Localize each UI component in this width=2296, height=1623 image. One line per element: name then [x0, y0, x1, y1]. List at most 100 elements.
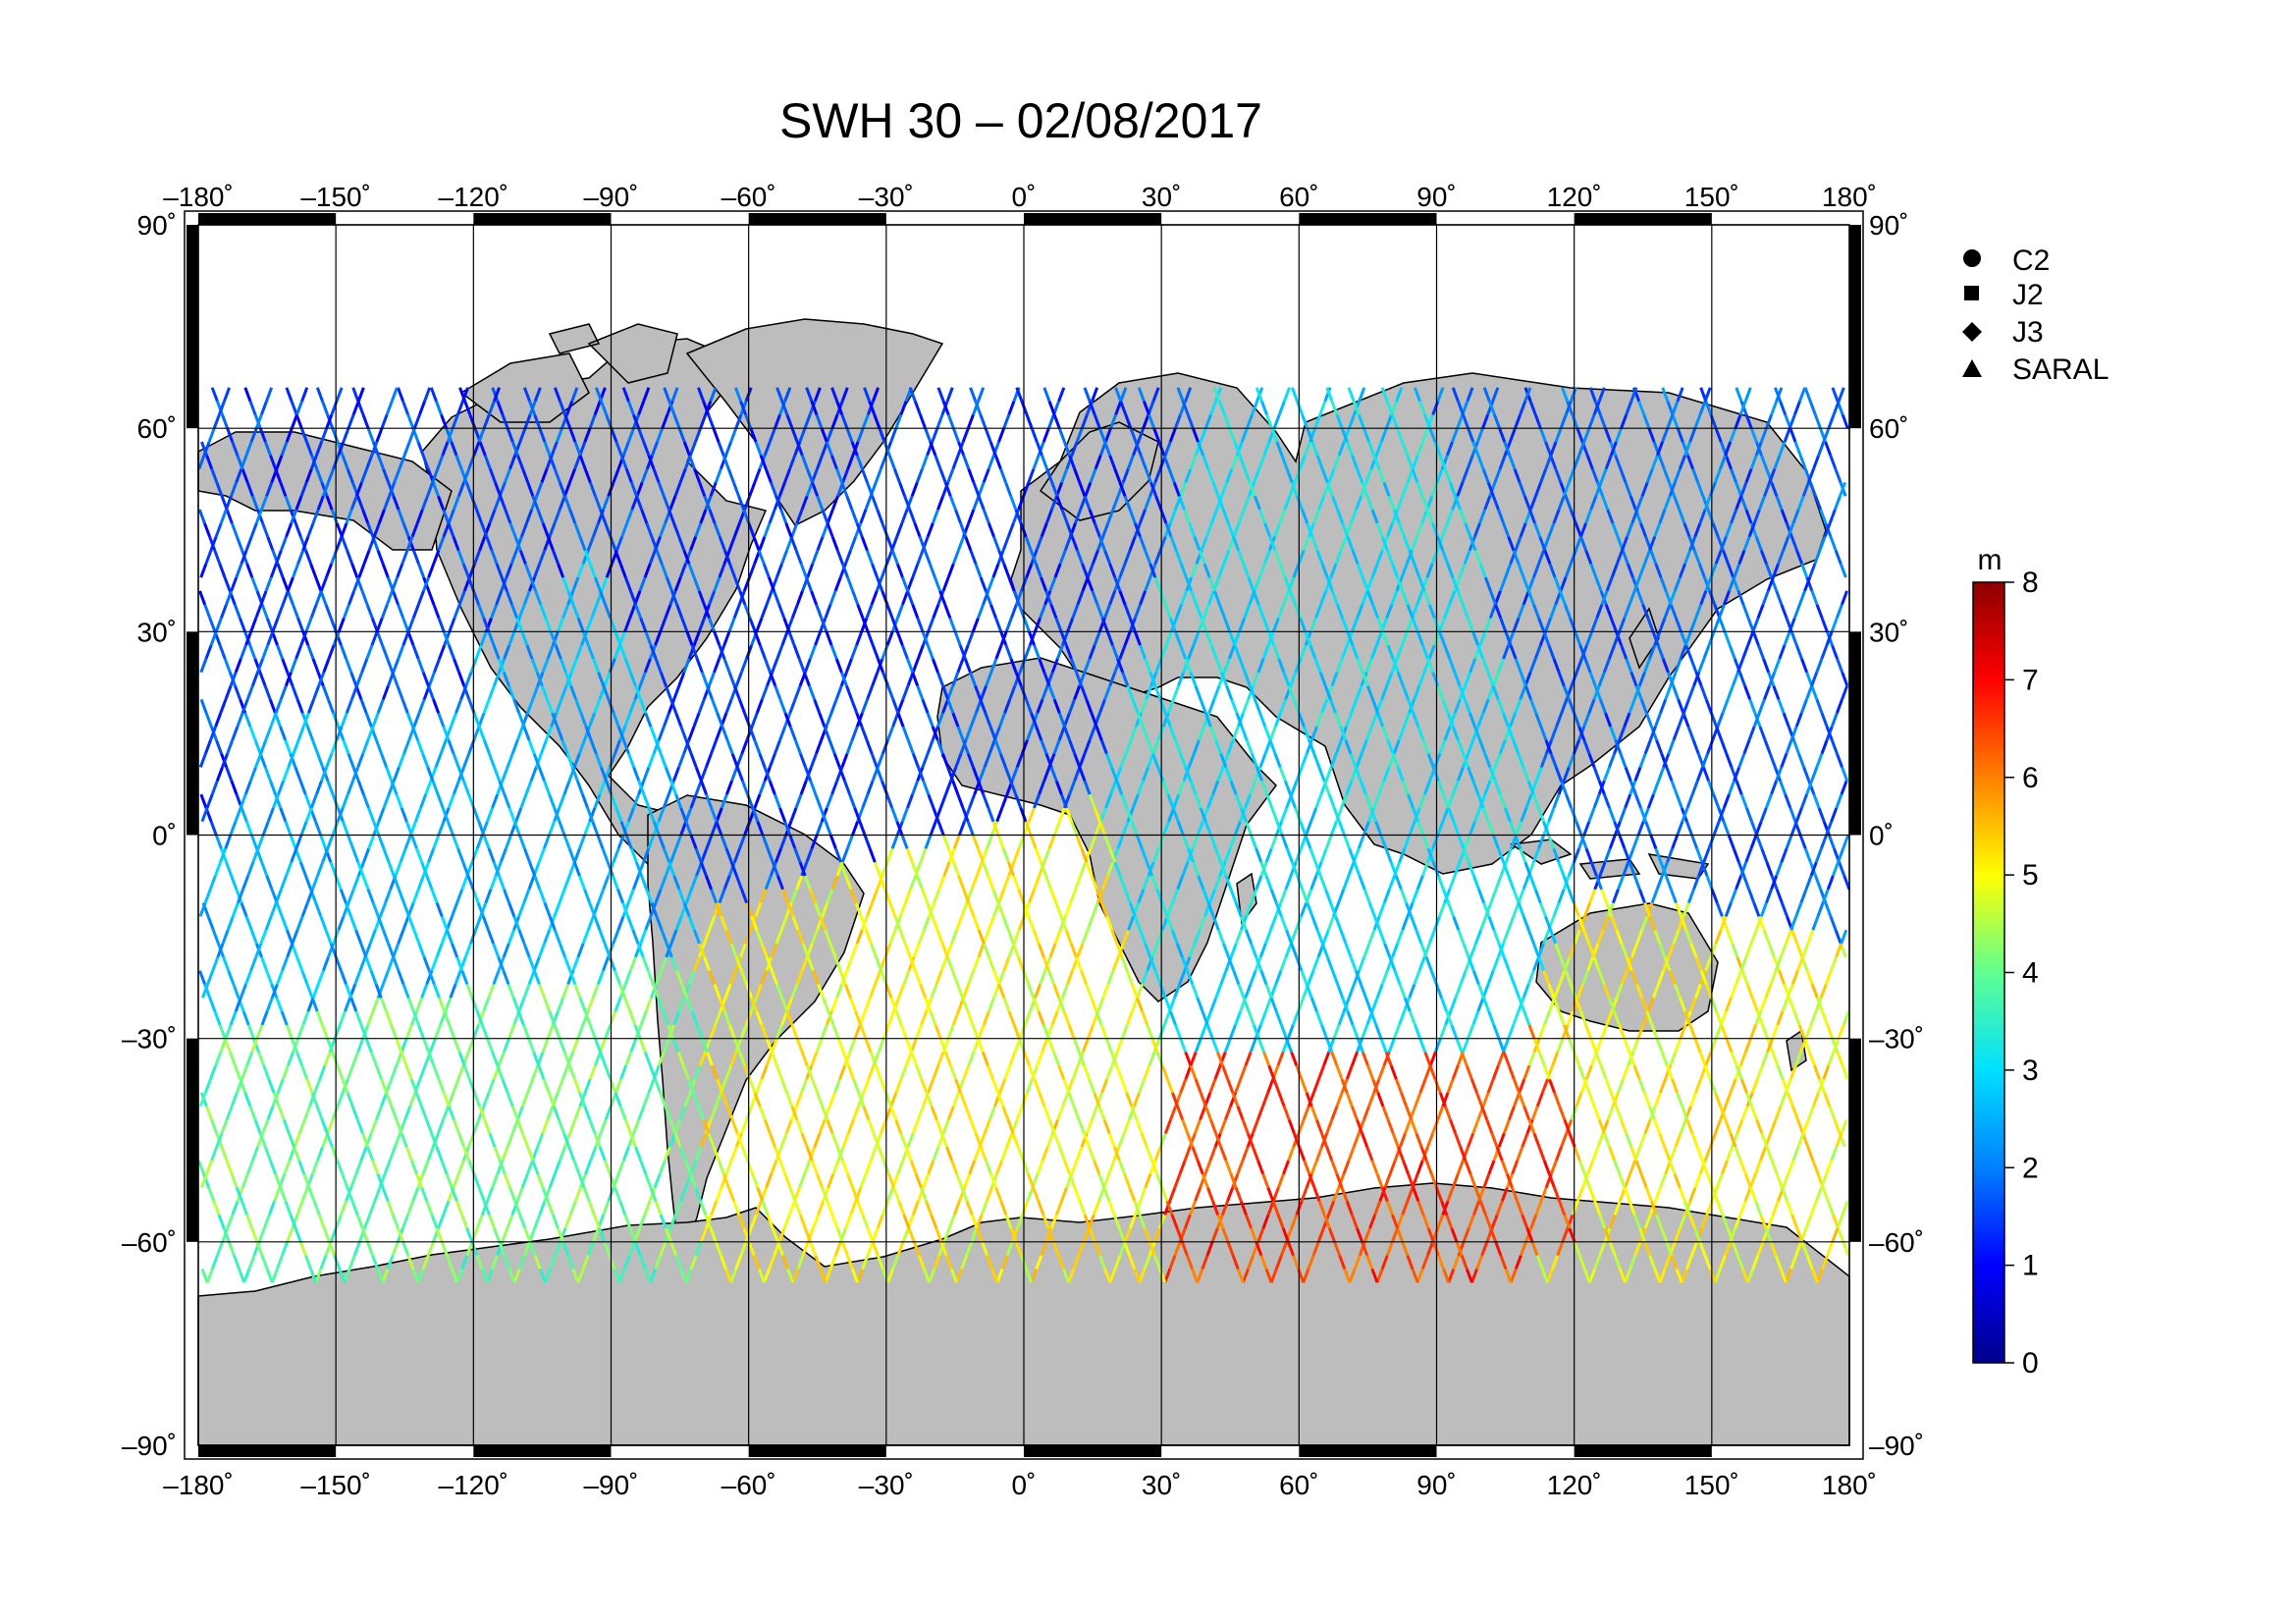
track-segment: [943, 1051, 952, 1066]
track-segment: [931, 726, 939, 741]
track-segment: [503, 468, 511, 483]
track-segment: [705, 834, 714, 849]
track-segment: [1778, 970, 1787, 985]
track-segment: [678, 1106, 687, 1121]
track-segment: [924, 834, 933, 849]
track-segment: [1662, 753, 1671, 768]
track-segment: [1682, 698, 1690, 714]
track-segment: [1027, 915, 1036, 931]
track-segment: [1165, 1200, 1174, 1216]
track-segment: [753, 739, 762, 755]
track-segment: [770, 1051, 778, 1066]
track-segment: [699, 861, 708, 877]
track-segment: [976, 1038, 985, 1054]
track-segment: [820, 427, 828, 443]
track-segment: [800, 956, 809, 972]
track-segment: [1251, 1146, 1259, 1162]
track-segment: [1070, 441, 1079, 457]
track-segment: [463, 401, 472, 415]
track-segment: [1239, 915, 1248, 931]
track-segment: [568, 468, 577, 483]
track-segment: [471, 1024, 480, 1040]
track-segment: [766, 1214, 774, 1229]
track-segment: [1321, 929, 1330, 945]
track-segment: [1046, 1038, 1055, 1054]
track-segment: [477, 604, 486, 620]
track-segment: [265, 970, 274, 985]
track-segment: [811, 970, 820, 985]
track-segment: [566, 1255, 575, 1270]
track-segment: [433, 658, 441, 674]
track-segment: [866, 481, 875, 497]
track-segment: [546, 698, 555, 714]
track-segment: [959, 522, 968, 538]
track-segment: [935, 712, 944, 728]
track-segment: [982, 861, 990, 877]
track-segment: [873, 861, 881, 877]
track-segment: [397, 604, 405, 620]
track-segment: [531, 495, 540, 511]
track-segment: [727, 672, 736, 687]
track-segment: [1272, 413, 1281, 429]
track-segment: [1424, 1160, 1433, 1175]
track-segment: [354, 1010, 363, 1026]
track-segment: [936, 672, 944, 687]
track-segment: [654, 1200, 663, 1216]
track-segment: [801, 943, 810, 958]
track-segment: [618, 983, 627, 999]
track-segment: [1037, 1010, 1045, 1026]
track-segment: [1618, 617, 1627, 632]
track-segment: [557, 1227, 564, 1243]
track-segment: [902, 1214, 911, 1229]
track-segment: [1035, 726, 1043, 741]
track-segment: [1653, 522, 1662, 538]
track-segment: [1517, 889, 1525, 904]
track-segment: [1639, 698, 1648, 714]
track-segment: [385, 1092, 394, 1108]
track-segment: [972, 956, 981, 972]
track-segment: [1814, 495, 1823, 511]
track-segment: [1449, 997, 1458, 1012]
track-segment: [421, 672, 430, 687]
track-segment: [756, 1187, 765, 1202]
track-segment: [1443, 604, 1452, 620]
track-segment: [497, 956, 506, 972]
track-segment: [411, 644, 420, 660]
track-segment: [1603, 847, 1612, 863]
track-segment: [1078, 481, 1087, 497]
track-segment: [916, 1106, 925, 1121]
track-segment: [816, 1092, 825, 1108]
track-segment: [864, 495, 873, 511]
track-segment: [971, 1024, 980, 1040]
track-segment: [1720, 739, 1729, 755]
track-segment: [1103, 834, 1112, 849]
track-segment: [375, 739, 383, 755]
track-segment: [683, 1160, 692, 1175]
track-segment: [979, 1146, 988, 1162]
track-segment: [432, 604, 441, 620]
track-segment: [1559, 413, 1568, 429]
track-segment: [461, 861, 470, 877]
track-segment: [1582, 821, 1591, 837]
track-segment: [1775, 590, 1784, 606]
track-segment: [599, 1051, 608, 1066]
track-segment: [1573, 847, 1581, 863]
track-segment: [1277, 1092, 1286, 1108]
track-segment: [1386, 522, 1395, 538]
track-segment: [1128, 509, 1137, 524]
track-segment: [885, 549, 894, 565]
track-segment: [1001, 1106, 1010, 1121]
track-segment: [286, 1051, 294, 1066]
track-segment: [863, 387, 872, 403]
track-segment: [504, 509, 512, 524]
track-segment: [889, 997, 898, 1012]
track-segment: [1674, 658, 1682, 674]
track-segment: [679, 807, 688, 823]
track-segment: [1170, 1214, 1179, 1229]
track-segment: [1490, 1214, 1499, 1229]
track-segment: [1182, 766, 1191, 782]
track-segment: [1255, 1241, 1263, 1257]
track-segment: [1165, 902, 1174, 917]
track-segment: [1600, 590, 1609, 606]
track-segment: [768, 780, 776, 795]
